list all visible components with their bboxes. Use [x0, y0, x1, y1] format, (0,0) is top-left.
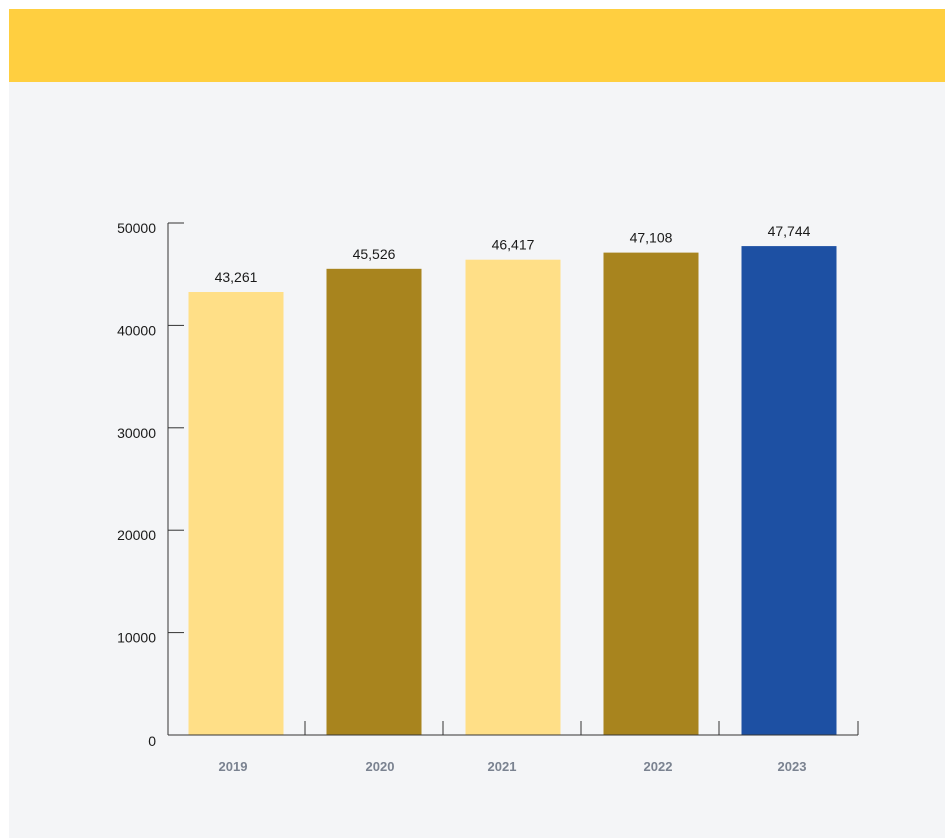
header-banner [9, 9, 945, 82]
category-label-2021: 2021 [488, 759, 517, 774]
y-tick-label-30000: 30000 [117, 425, 156, 441]
value-label-2023: 47,744 [768, 223, 811, 239]
category-label-2023: 2023 [778, 759, 807, 774]
category-label-2019: 2019 [219, 759, 248, 774]
y-tick-label-40000: 40000 [117, 322, 156, 338]
value-label-2020: 45,526 [353, 246, 396, 262]
bar-2022 [603, 252, 699, 735]
y-tick-label-0: 0 [148, 733, 156, 749]
category-label-2020: 2020 [366, 759, 395, 774]
value-label-2021: 46,417 [492, 237, 535, 253]
y-tick-label-50000: 50000 [117, 220, 156, 236]
y-tick-label-10000: 10000 [117, 630, 156, 646]
category-label-2022: 2022 [644, 759, 673, 774]
bar-2019 [188, 292, 284, 735]
value-label-2019: 43,261 [215, 269, 258, 285]
bar-2023 [741, 246, 837, 735]
bar-2021 [465, 259, 561, 735]
bar-2020 [326, 268, 422, 735]
y-tick-label-20000: 20000 [117, 527, 156, 543]
value-label-2022: 47,108 [630, 230, 673, 246]
